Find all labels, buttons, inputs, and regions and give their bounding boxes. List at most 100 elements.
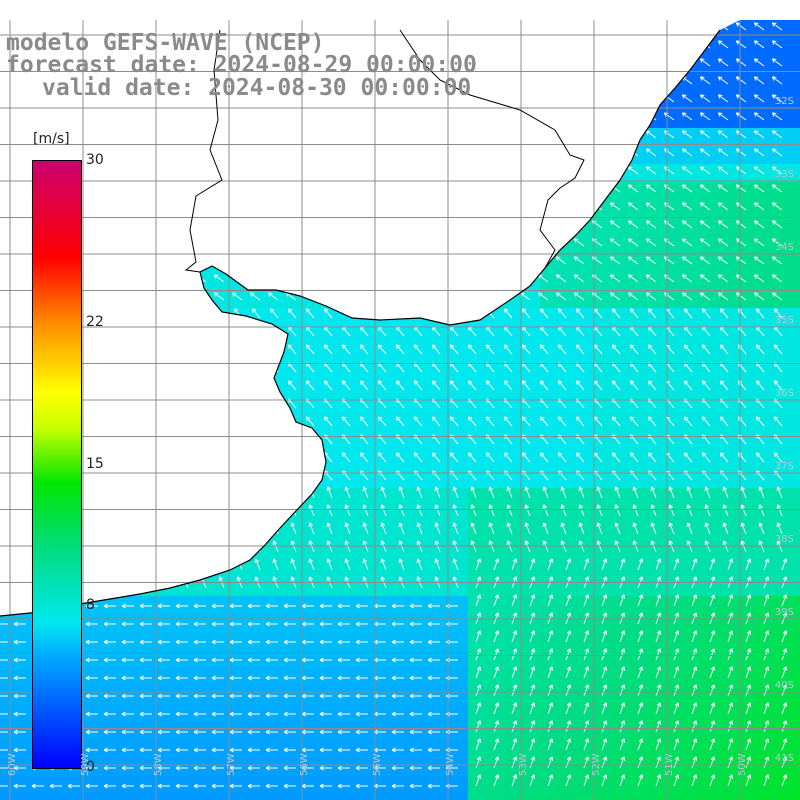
wind-arrow (159, 112, 171, 121)
wind-arrow (249, 184, 261, 193)
wind-arrow (139, 765, 152, 771)
wind-arrow (493, 666, 500, 679)
wind-arrow (673, 630, 680, 643)
wind-arrow (13, 729, 26, 735)
wind-arrow (377, 380, 387, 391)
wind-arrow (193, 639, 206, 645)
wind-arrow (645, 184, 657, 193)
wind-arrow (727, 666, 734, 679)
wind-arrow (609, 40, 621, 49)
wind-arrow (413, 344, 423, 355)
wind-arrow (87, 130, 99, 139)
wind-arrow (211, 783, 224, 789)
wind-arrow (157, 603, 170, 609)
wind-arrow (283, 747, 296, 753)
wind-arrow (416, 558, 423, 571)
wind-arrow (267, 184, 279, 193)
wind-arrow (609, 256, 621, 265)
wind-arrow (493, 756, 500, 769)
wind-arrow (447, 22, 459, 31)
wind-arrow (125, 308, 135, 319)
wind-arrow (143, 326, 153, 337)
wind-arrow (87, 274, 99, 283)
wind-arrow (87, 112, 99, 121)
wind-arrow (213, 148, 225, 157)
wind-arrow (650, 522, 657, 535)
wind-arrow (427, 783, 440, 789)
wind-arrow (229, 747, 242, 753)
wind-arrow (434, 558, 441, 571)
wind-arrow (231, 292, 243, 301)
wind-arrow (51, 148, 63, 157)
wind-arrow (763, 648, 770, 661)
wind-arrow (681, 166, 693, 175)
longitude-label: 59W (80, 753, 91, 776)
wind-arrow (542, 522, 549, 535)
wind-arrow (69, 130, 81, 139)
wind-arrow (287, 380, 297, 391)
wind-arrow (573, 94, 585, 103)
wind-arrow (285, 166, 297, 175)
wind-arrow (593, 380, 603, 391)
wind-arrow (195, 130, 207, 139)
wind-arrow (691, 594, 698, 607)
wind-arrow (285, 256, 297, 265)
wind-arrow (470, 486, 477, 499)
wind-arrow (753, 76, 765, 85)
wind-arrow (573, 148, 585, 157)
wind-arrow (555, 40, 567, 49)
wind-arrow (231, 22, 243, 31)
lat-lon-grid (0, 20, 800, 800)
wind-arrow (139, 747, 152, 753)
wind-arrow (303, 112, 315, 121)
wind-arrow (717, 166, 729, 175)
wind-arrow (193, 765, 206, 771)
wind-arrow (611, 416, 621, 427)
wind-arrow (375, 130, 387, 139)
wind-arrow (465, 202, 477, 211)
wind-arrow (105, 130, 117, 139)
colorbar-tick-label: 30 (86, 152, 104, 168)
wind-arrow (339, 238, 351, 247)
wind-arrow (573, 220, 585, 229)
wind-arrow (753, 184, 765, 193)
coastline (0, 29, 721, 617)
wind-arrow (175, 729, 188, 735)
wind-arrow (0, 747, 8, 753)
wind-arrow (211, 729, 224, 735)
wind-arrow (247, 711, 260, 717)
wind-arrow (409, 603, 422, 609)
wind-arrow (537, 166, 549, 175)
wind-arrow (283, 621, 296, 627)
wind-arrow (555, 220, 567, 229)
wind-arrow (413, 380, 423, 391)
wind-arrow (339, 148, 351, 157)
wind-arrow (447, 40, 459, 49)
wind-arrow (529, 720, 536, 733)
wind-arrow (699, 94, 711, 103)
wind-arrow (391, 603, 404, 609)
wind-arrow (465, 292, 477, 301)
wind-arrow (493, 648, 500, 661)
wind-arrow (231, 238, 243, 247)
wind-arrow (267, 22, 279, 31)
wind-arrow (13, 603, 26, 609)
wind-arrow (229, 675, 242, 681)
wind-arrow (175, 693, 188, 699)
wind-arrow (121, 747, 134, 753)
wind-arrow (673, 612, 680, 625)
wind-arrow (105, 220, 117, 229)
wind-arrow (483, 130, 495, 139)
wind-arrow (107, 308, 117, 319)
wind-arrow (51, 112, 63, 121)
wind-arrow (501, 202, 513, 211)
wind-arrow (727, 702, 734, 715)
wind-arrow (717, 76, 729, 85)
wind-arrow (645, 94, 657, 103)
wind-arrow (431, 344, 441, 355)
wind-arrow (395, 452, 405, 463)
wind-arrow (175, 783, 188, 789)
wind-arrow (506, 522, 513, 535)
wind-arrow (411, 292, 423, 301)
wind-arrow (139, 621, 152, 627)
